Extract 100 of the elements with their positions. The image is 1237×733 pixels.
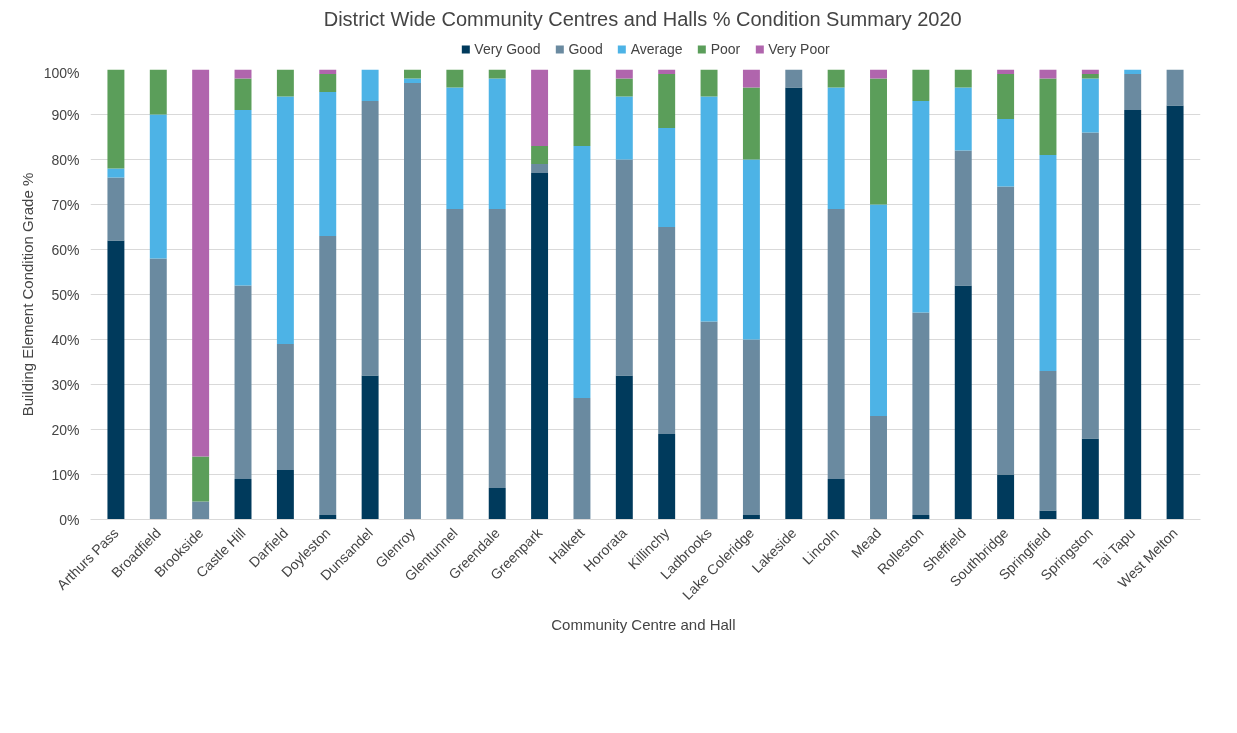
bar	[742, 339, 760, 515]
legend-label: Average	[630, 41, 683, 57]
bar	[742, 159, 760, 340]
y-tick-label: 80%	[51, 151, 80, 168]
y-tick-label: 10%	[51, 466, 80, 483]
bar	[531, 164, 549, 173]
bar	[1039, 371, 1057, 511]
bar	[107, 168, 125, 178]
bar	[446, 87, 464, 209]
bar	[192, 501, 210, 520]
bar	[615, 159, 633, 376]
bar	[615, 375, 633, 520]
bar	[149, 114, 167, 259]
bar	[488, 78, 506, 209]
bar	[742, 69, 760, 88]
y-tick-label: 20%	[51, 421, 80, 438]
bar	[107, 177, 125, 241]
bar	[276, 344, 294, 470]
bar	[1081, 438, 1099, 520]
bar	[954, 69, 972, 88]
bar	[615, 96, 633, 160]
bar	[1039, 69, 1057, 79]
y-axis-title: Building Element Condition Grade %	[18, 172, 36, 417]
bar	[700, 96, 718, 322]
bar	[319, 236, 337, 515]
bar	[446, 209, 464, 520]
bar	[361, 101, 379, 376]
bar	[573, 398, 591, 520]
bar	[827, 209, 845, 479]
bar	[912, 69, 930, 101]
bar	[1039, 78, 1057, 155]
bar	[192, 69, 210, 457]
y-tick-label: 90%	[51, 106, 80, 123]
bar	[446, 69, 464, 88]
bar	[954, 87, 972, 151]
bar	[149, 258, 167, 520]
bar	[1081, 132, 1099, 439]
bar	[234, 69, 252, 79]
bar	[573, 69, 591, 146]
bar	[573, 146, 591, 398]
bar	[827, 479, 845, 520]
bar	[107, 240, 125, 520]
bar	[1081, 78, 1099, 133]
chart-title: District Wide Community Centres and Halls % Condition Summary 2020	[323, 7, 962, 30]
bar	[319, 74, 337, 92]
bar	[149, 69, 167, 115]
bar	[700, 69, 718, 97]
bar	[954, 285, 972, 520]
bar	[488, 488, 506, 520]
bar	[615, 69, 633, 79]
bar	[234, 285, 252, 479]
bar	[276, 69, 294, 97]
bar	[827, 87, 845, 209]
bar	[912, 101, 930, 313]
bar	[997, 186, 1015, 475]
y-tick-label: 50%	[51, 286, 80, 303]
bar	[615, 78, 633, 97]
bar	[658, 434, 676, 520]
bar	[234, 479, 252, 520]
bar	[870, 69, 887, 79]
bar	[1124, 74, 1142, 110]
bar	[234, 78, 252, 110]
bar	[404, 83, 421, 520]
bar	[319, 92, 337, 236]
bar	[658, 227, 676, 434]
bar	[997, 74, 1015, 119]
legend-label: Poor	[710, 41, 741, 57]
legend-label: Very Poor	[768, 41, 830, 57]
bar	[1166, 105, 1184, 520]
bar	[531, 69, 549, 146]
bar	[531, 146, 549, 164]
bar	[361, 69, 379, 101]
bar	[997, 474, 1015, 520]
y-tick-label: 70%	[51, 196, 80, 213]
bar	[785, 87, 803, 520]
y-tick-label: 100%	[43, 64, 80, 81]
y-tick-label: 30%	[51, 376, 80, 393]
bar	[700, 321, 718, 520]
bar	[234, 110, 252, 286]
bar	[107, 69, 125, 169]
bar	[785, 69, 803, 88]
bar	[404, 69, 421, 79]
bar	[997, 119, 1015, 187]
y-tick-label: 60%	[51, 241, 80, 258]
bar	[954, 150, 972, 286]
bar	[658, 128, 676, 227]
bar	[1039, 155, 1057, 371]
bar	[531, 173, 549, 520]
bar	[192, 456, 210, 502]
bar	[1081, 74, 1099, 79]
bar	[870, 204, 887, 416]
bar	[870, 78, 887, 205]
bar	[1166, 69, 1184, 106]
bar	[870, 416, 887, 520]
bar	[488, 209, 506, 488]
bar	[276, 470, 294, 520]
legend-label: Very Good	[474, 41, 541, 57]
bar	[276, 96, 294, 344]
bar	[912, 312, 930, 515]
y-tick-label: 40%	[51, 331, 80, 348]
